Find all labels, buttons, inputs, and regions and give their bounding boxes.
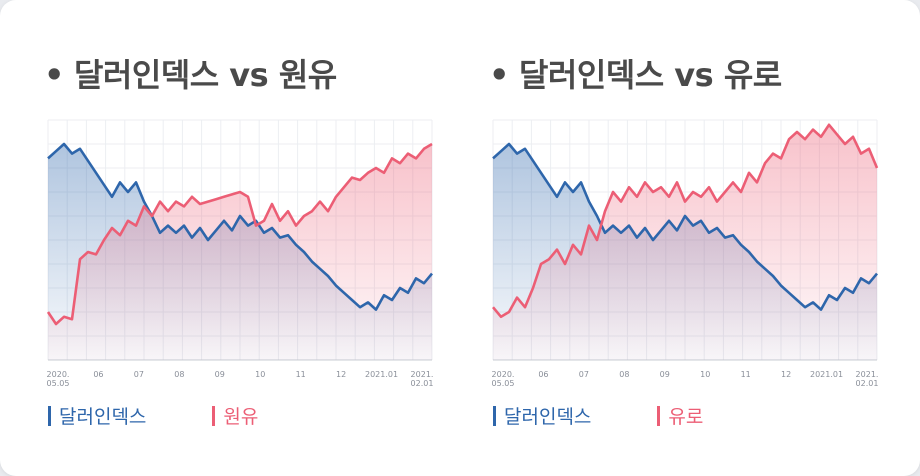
x-tick-label: 12 [336, 370, 346, 379]
legend-item-dollar-index: 달러인덱스 [48, 402, 146, 429]
legend-swatch [212, 406, 216, 426]
x-tick-label: 10 [255, 370, 265, 379]
legend-item-oil: 원유 [212, 402, 258, 429]
x-tick-label: 08 [174, 370, 184, 379]
x-tick-label: 10 [700, 370, 710, 379]
x-tick-label: 2021.01 [810, 370, 843, 379]
x-tick-label: 2021. 02.01 [411, 370, 434, 388]
x-tick-label: 2021. 02.01 [856, 370, 879, 388]
legend-swatch [48, 406, 51, 426]
x-tick-label: 11 [296, 370, 306, 379]
legend-swatch [493, 406, 496, 426]
x-tick-label: 09 [660, 370, 670, 379]
series-line [492, 123, 879, 319]
legend-label: 유로 [668, 406, 704, 428]
line-chart-oil: 2020. 05.05 06 07 08 09 10 11 12 2021.01 2021. 02.0… [46, 119, 434, 388]
x-tick-label: 06 [538, 370, 548, 379]
legend-label: 달러인덱스 [504, 406, 592, 428]
chart-title: • 달러인덱스 vs 유로 [489, 50, 782, 96]
legend: 달러인덱스 원유 [48, 402, 324, 429]
series-line [46, 142, 433, 326]
title-text: 달러인덱스 vs 유로 [518, 56, 782, 94]
panel-euro: • 달러인덱스 vs 유로 2020. 05.05 06 07 08 09 10 11 12 202… [445, 0, 895, 476]
legend: 달러인덱스 유로 [493, 402, 769, 429]
x-tick-label: 2020. 05.05 [492, 370, 515, 388]
legend-label: 원유 [223, 406, 259, 428]
title-text: 달러인덱스 vs 원유 [73, 56, 337, 94]
x-tick-label: 2021.01 [365, 370, 398, 379]
legend-item-euro: 유로 [657, 402, 703, 429]
x-tick-label: 12 [781, 370, 791, 379]
x-tick-label: 07 [134, 370, 144, 379]
title-bullet: • [44, 56, 64, 94]
x-tick-label: 08 [619, 370, 629, 379]
legend-label: 달러인덱스 [59, 406, 147, 428]
legend-item-dollar-index: 달러인덱스 [493, 402, 591, 429]
series-area [493, 124, 877, 360]
x-tick-label: 07 [579, 370, 589, 379]
x-tick-label: 06 [93, 370, 103, 379]
x-tick-label: 09 [215, 370, 225, 379]
panel-oil: • 달러인덱스 vs 원유 2020. 05.05 06 07 08 09 10 11 12 202… [0, 0, 450, 476]
series-line [492, 142, 878, 311]
legend-swatch [657, 406, 661, 426]
series-line [47, 142, 433, 311]
title-bullet: • [489, 56, 509, 94]
line-chart-euro: 2020. 05.05 06 07 08 09 10 11 12 2021.01 2021. 02.0… [492, 119, 879, 388]
x-tick-label: 11 [741, 370, 751, 379]
chart-title: • 달러인덱스 vs 원유 [44, 50, 337, 96]
x-tick-label: 2020. 05.05 [47, 370, 70, 388]
